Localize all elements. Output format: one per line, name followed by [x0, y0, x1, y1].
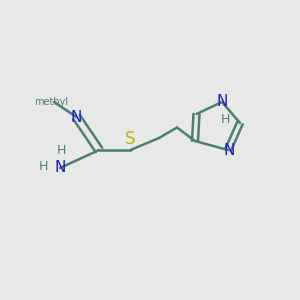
- Text: N: N: [216, 94, 228, 110]
- Text: N: N: [71, 110, 82, 124]
- Text: H: H: [39, 160, 48, 173]
- Text: N: N: [54, 160, 66, 175]
- Text: H: H: [220, 113, 230, 127]
- Text: H: H: [57, 144, 66, 157]
- Text: S: S: [125, 130, 136, 148]
- Text: methyl: methyl: [34, 97, 68, 107]
- Text: N: N: [223, 143, 235, 158]
